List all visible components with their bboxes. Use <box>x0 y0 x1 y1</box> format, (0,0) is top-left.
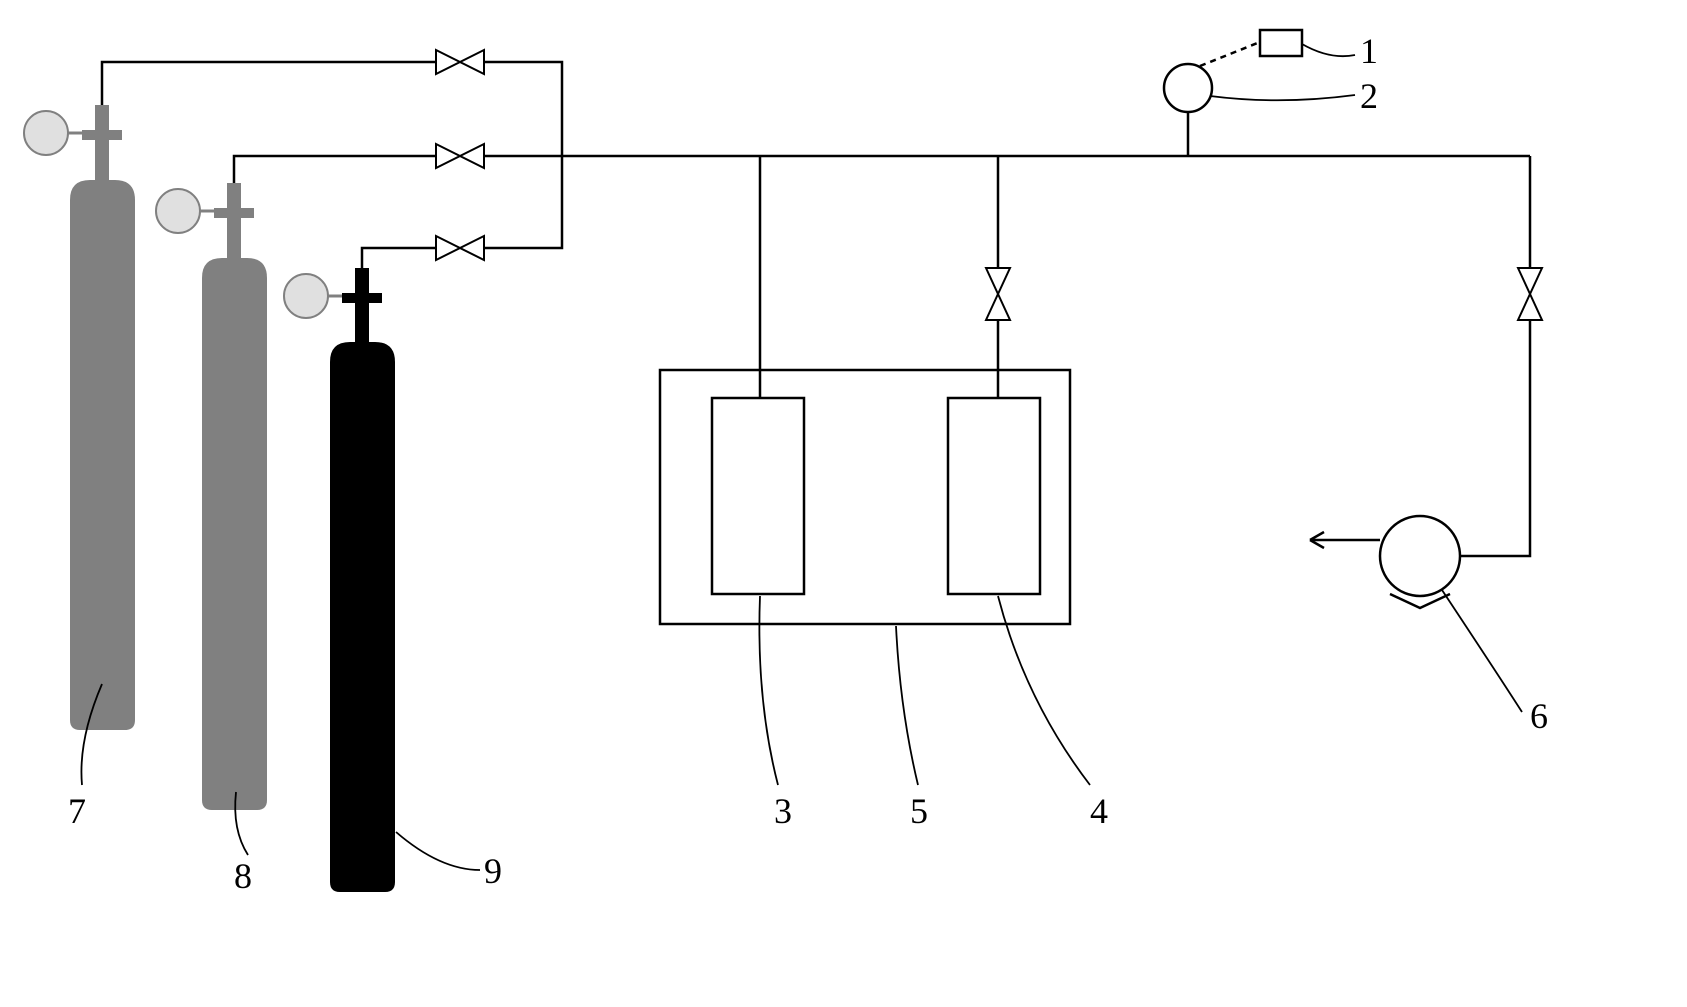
valve-v2 <box>1518 268 1542 320</box>
diagram-svg <box>0 0 1687 1007</box>
valve-h2 <box>436 144 484 168</box>
cylinder-7 <box>24 105 135 730</box>
label-7: 7 <box>68 790 86 832</box>
leader-lines <box>81 44 1522 870</box>
cylinder-9 <box>284 268 395 892</box>
label-3: 3 <box>774 790 792 832</box>
label-1: 1 <box>1360 30 1378 72</box>
controller-rect <box>1260 30 1302 56</box>
valve-v1 <box>986 268 1010 320</box>
valve-h3 <box>436 236 484 260</box>
label-8: 8 <box>234 855 252 897</box>
label-5: 5 <box>910 790 928 832</box>
label-2: 2 <box>1360 75 1378 117</box>
chamber-box <box>660 370 1070 624</box>
valve-h1 <box>436 50 484 74</box>
sensor-circle <box>1164 64 1212 112</box>
inner-box-4 <box>948 398 1040 594</box>
pump <box>1310 516 1460 608</box>
label-6: 6 <box>1530 695 1548 737</box>
inner-box-3 <box>712 398 804 594</box>
cylinder-8 <box>156 183 267 810</box>
label-9: 9 <box>484 850 502 892</box>
label-4: 4 <box>1090 790 1108 832</box>
